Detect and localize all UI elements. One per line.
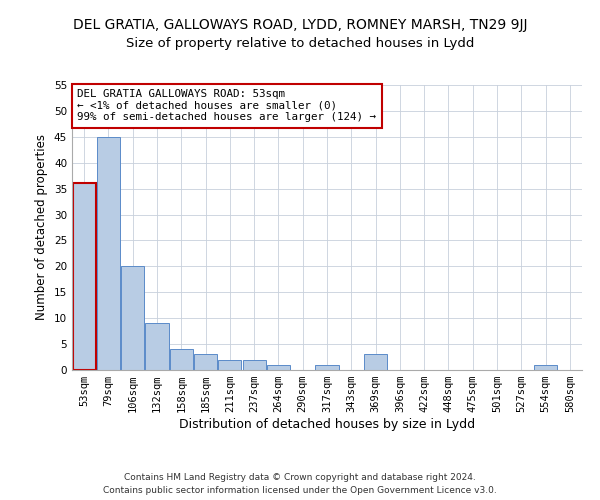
Text: Contains HM Land Registry data © Crown copyright and database right 2024.: Contains HM Land Registry data © Crown c…: [124, 472, 476, 482]
Text: Contains public sector information licensed under the Open Government Licence v3: Contains public sector information licen…: [103, 486, 497, 495]
Bar: [121, 266, 144, 370]
Bar: [73, 184, 95, 370]
Y-axis label: Number of detached properties: Number of detached properties: [35, 134, 49, 320]
X-axis label: Distribution of detached houses by size in Lydd: Distribution of detached houses by size …: [179, 418, 475, 431]
Text: DEL GRATIA, GALLOWAYS ROAD, LYDD, ROMNEY MARSH, TN29 9JJ: DEL GRATIA, GALLOWAYS ROAD, LYDD, ROMNEY…: [73, 18, 527, 32]
Bar: [218, 360, 241, 370]
Bar: [242, 360, 266, 370]
Bar: [316, 365, 338, 370]
Text: Size of property relative to detached houses in Lydd: Size of property relative to detached ho…: [126, 38, 474, 51]
Bar: [194, 354, 217, 370]
Text: DEL GRATIA GALLOWAYS ROAD: 53sqm
← <1% of detached houses are smaller (0)
99% of: DEL GRATIA GALLOWAYS ROAD: 53sqm ← <1% o…: [77, 90, 376, 122]
Bar: [170, 350, 193, 370]
Bar: [267, 365, 290, 370]
Bar: [534, 365, 557, 370]
Bar: [145, 324, 169, 370]
Bar: [364, 354, 387, 370]
Bar: [97, 137, 120, 370]
